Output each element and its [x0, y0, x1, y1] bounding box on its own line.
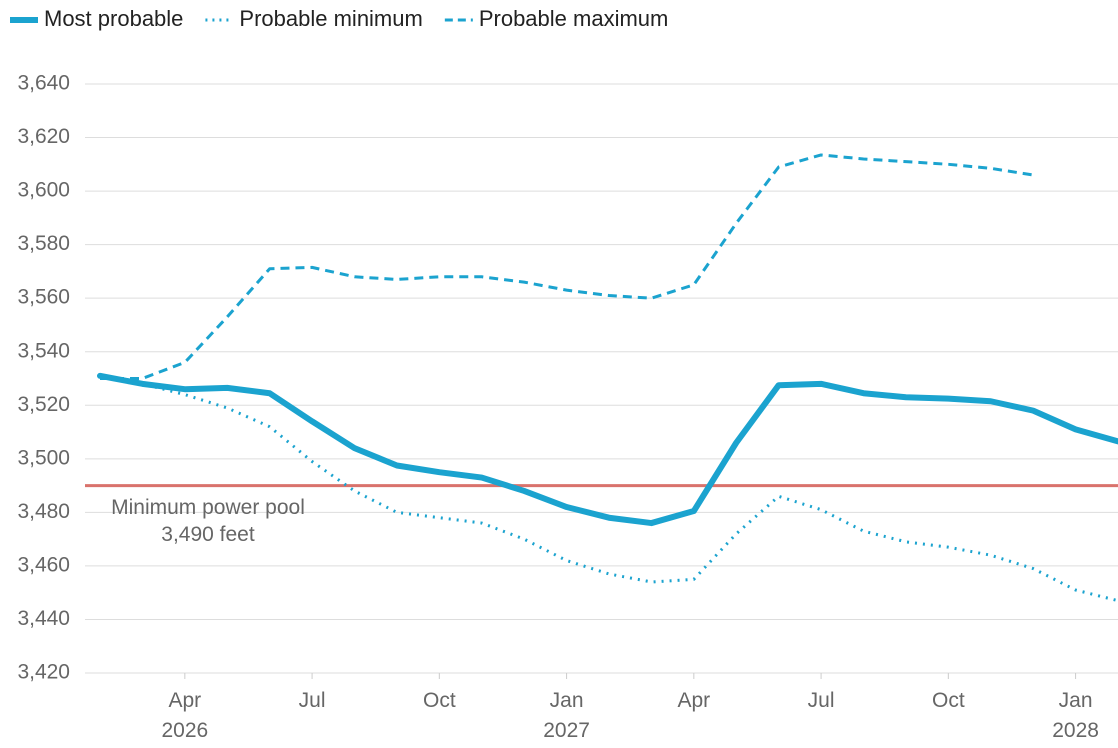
y-tick-label: 3,640 [17, 72, 70, 95]
y-tick-label: 3,580 [17, 232, 70, 255]
x-tick-label: Jan 2027 [543, 689, 590, 742]
annotation: Minimum power pool [111, 496, 305, 519]
y-tick-label: 3,600 [17, 179, 70, 202]
y-tick-label: 3,440 [17, 607, 70, 630]
y-tick-label: 3,520 [17, 393, 70, 416]
x-tick-label: Jan 2028 [1052, 689, 1099, 742]
annotation: 3,490 feet [161, 523, 255, 546]
series-line [97, 372, 1118, 527]
series-line [99, 374, 1118, 603]
y-tick-label: 3,500 [17, 446, 70, 469]
legend-label: Probable maximum [479, 6, 669, 31]
y-tick-label: 3,480 [17, 500, 70, 523]
x-tick-label: Apr [677, 689, 710, 712]
y-tick-label: 3,620 [17, 125, 70, 148]
x-tick-label: Oct [932, 689, 965, 712]
x-tick-label: Jul [299, 689, 326, 712]
x-tick-label: Apr 2026 [161, 689, 208, 742]
y-tick-label: 3,560 [17, 286, 70, 309]
y-tick-label: 3,540 [17, 339, 70, 362]
x-tick-label: Oct [423, 689, 456, 712]
y-tick-label: 3,420 [17, 661, 70, 684]
legend-label: Most probable [44, 6, 183, 31]
y-tick-label: 3,460 [17, 553, 70, 576]
x-tick-label: Jul [808, 689, 835, 712]
legend-label: Probable minimum [239, 6, 422, 31]
series-line [100, 153, 1034, 380]
